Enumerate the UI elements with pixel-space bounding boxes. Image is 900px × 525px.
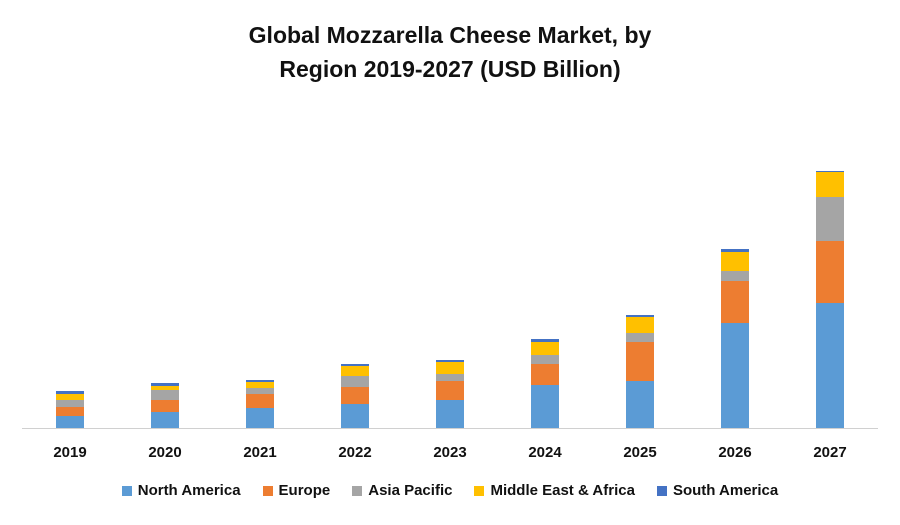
x-tick-label: 2020 — [148, 444, 181, 461]
x-tick-label: 2022 — [338, 444, 371, 461]
bar-segment — [56, 407, 84, 416]
bar-segment — [531, 342, 559, 355]
bar-segment — [436, 381, 464, 400]
bar-segment — [626, 381, 654, 428]
bar-segment — [626, 333, 654, 342]
legend-label: Europe — [278, 482, 331, 499]
legend-item: North America — [121, 482, 241, 499]
legend-swatch — [352, 485, 363, 496]
bar-segment — [341, 376, 369, 387]
bar-segment — [436, 400, 464, 428]
bar-segment — [341, 387, 369, 404]
legend-item: Europe — [262, 482, 331, 499]
bar-segment — [816, 197, 844, 241]
bar-segment — [246, 394, 274, 408]
bar-segment — [721, 252, 749, 271]
legend-label: Asia Pacific — [368, 482, 453, 499]
bar-segment — [531, 364, 559, 385]
bar-segment — [816, 171, 844, 172]
x-tick-label: 2025 — [623, 444, 656, 461]
bar-segment — [246, 382, 274, 388]
legend-swatch — [656, 485, 667, 496]
x-tick-label: 2026 — [718, 444, 751, 461]
legend-label: South America — [672, 482, 779, 499]
legend-item: Middle East & Africa — [474, 482, 635, 499]
chart-title: Global Mozzarella Cheese Market, by Regi… — [248, 22, 652, 82]
bar-segment — [721, 249, 749, 252]
bar-segment — [151, 383, 179, 386]
legend-swatch — [474, 485, 485, 496]
bar-segment — [151, 400, 179, 412]
bar-segment — [341, 366, 369, 376]
bar-segment — [626, 315, 654, 317]
bar-segment — [56, 391, 84, 394]
x-tick-label: 2019 — [53, 444, 86, 461]
bar-segment — [246, 388, 274, 394]
legend-item: South America — [656, 482, 779, 499]
bar-segment — [531, 339, 559, 342]
bar-segment — [436, 374, 464, 381]
bar-segment — [816, 172, 844, 197]
bar-segment — [341, 364, 369, 366]
bar-segment — [626, 342, 654, 381]
bar-segment — [721, 323, 749, 428]
bar-segment — [721, 271, 749, 281]
x-tick-label: 2024 — [528, 444, 562, 461]
bar-segment — [246, 408, 274, 428]
bar-segment — [151, 412, 179, 428]
x-tick-label: 2027 — [813, 444, 846, 461]
bar-segment — [531, 355, 559, 364]
legend-label: North America — [137, 482, 241, 499]
bar-segment — [56, 416, 84, 428]
legend-item: Asia Pacific — [352, 482, 452, 499]
bar-segment — [626, 317, 654, 333]
bar-segment — [436, 360, 464, 362]
legend-swatch — [262, 485, 273, 496]
x-tick-label: 2021 — [243, 444, 276, 461]
legend-label: Middle East & Africa — [490, 482, 635, 499]
bar-segment — [56, 394, 84, 400]
bar-segment — [341, 404, 369, 428]
legend-swatch — [121, 485, 132, 496]
bar-segment — [531, 385, 559, 428]
bar-segment — [436, 362, 464, 374]
bar-segment — [246, 380, 274, 382]
bar-segment — [816, 303, 844, 428]
bar-segment — [816, 241, 844, 303]
x-tick-label: 2023 — [433, 444, 466, 461]
bar-segment — [151, 386, 179, 390]
bar-segment — [721, 281, 749, 323]
bar-segment — [56, 400, 84, 407]
bar-segment — [151, 390, 179, 400]
legend: North America Europe Asia Pacific Middle Ea… — [0, 482, 900, 499]
